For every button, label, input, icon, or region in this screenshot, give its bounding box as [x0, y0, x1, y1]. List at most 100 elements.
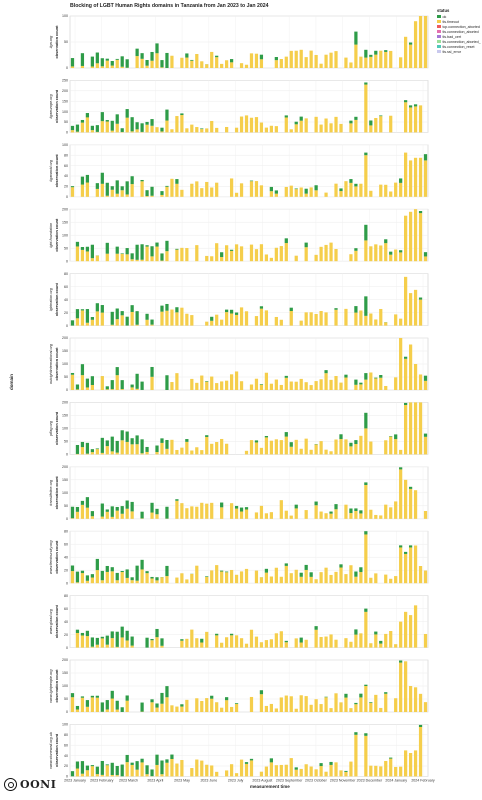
bar-tls-timeout	[130, 184, 134, 197]
bar-tls-timeout	[359, 435, 363, 455]
bar-tls-timeout	[100, 452, 104, 455]
bar-ok	[80, 761, 85, 774]
bar-tls-timeout	[135, 580, 139, 584]
bar-ok	[294, 767, 298, 770]
bar-tls-timeout	[254, 117, 259, 133]
bar-tls-timeout	[289, 50, 293, 68]
bar-ok	[384, 50, 388, 52]
bar-tls-timeout	[279, 500, 283, 519]
bar-ok	[70, 320, 75, 326]
bar-tls-timeout	[105, 121, 109, 133]
bar-tls-timeout	[389, 436, 393, 455]
bar-tls-timeout	[369, 313, 373, 326]
bar-tls-timeout	[329, 634, 333, 648]
facet-domain-label: www.stonewall.org.uk	[49, 731, 53, 769]
bar-tls-timeout	[413, 545, 418, 584]
bar-tls-timeout	[180, 57, 184, 68]
bar-ok	[364, 49, 368, 58]
bar-tls-timeout	[80, 447, 85, 455]
bar-tls-timeout	[349, 62, 353, 68]
bar-tls-timeout	[120, 66, 124, 68]
y-tick-label: 200	[62, 89, 68, 93]
bar-tls-timeout	[105, 60, 109, 68]
bar-tls-timeout	[229, 62, 234, 68]
y-tick-label: 40	[64, 620, 68, 624]
bar-tls-timeout	[70, 697, 75, 712]
bar-tls-timeout	[80, 65, 85, 68]
bar-tls-timeout	[269, 125, 273, 133]
bar-ok	[120, 570, 124, 573]
bar-tls-timeout	[269, 440, 273, 455]
bar-tls-timeout	[249, 629, 254, 648]
bar-ok	[284, 375, 288, 378]
bar-ok	[155, 445, 159, 453]
bar-tls-timeout	[274, 60, 278, 68]
bar-tls-timeout	[195, 245, 199, 262]
bar-tls-timeout	[155, 764, 159, 777]
bar-tls-timeout	[110, 571, 114, 584]
bar-tls-timeout	[394, 182, 398, 197]
bar-ok	[140, 702, 144, 712]
bar-tls-timeout	[70, 66, 75, 68]
bar-tls-timeout	[110, 130, 114, 133]
bar-tls-timeout	[130, 131, 134, 133]
bar-ok	[354, 732, 358, 735]
bar-tls-timeout	[289, 185, 293, 197]
bar-tls-timeout	[75, 246, 80, 262]
facet-y-axis-label: observation count	[55, 540, 59, 574]
bar-tls-timeout	[304, 696, 308, 712]
facet-y-axis-label: observation count	[55, 89, 59, 123]
bar-tls-timeout	[105, 389, 109, 390]
bar-tls-timeout	[130, 764, 134, 777]
bar-tls-timeout	[215, 635, 219, 648]
bar-tls-timeout	[324, 192, 328, 197]
bar-ok	[334, 308, 338, 310]
bar-tls-timeout	[140, 259, 144, 262]
bar-ok	[359, 382, 363, 385]
bar-ok	[349, 179, 353, 183]
bar-ok	[145, 121, 149, 125]
bar-tls-timeout	[294, 50, 298, 68]
bar-tls-timeout	[145, 451, 149, 455]
bar-ok	[70, 372, 75, 375]
bar-ok	[354, 440, 358, 444]
facet-frame	[69, 80, 429, 133]
bar-tls-timeout	[220, 438, 224, 455]
bar-ok	[115, 631, 119, 647]
bar-tls-timeout	[254, 249, 259, 262]
y-tick-label: 100	[62, 233, 68, 237]
bar-tls-timeout	[115, 59, 119, 68]
bar-ok	[423, 433, 428, 437]
bar-tls-timeout	[150, 578, 154, 584]
bar-tls-timeout	[418, 299, 423, 326]
bar-tls-timeout	[294, 439, 298, 455]
facet-domain-label: pflag.org	[49, 420, 53, 437]
bar-ok	[364, 224, 368, 241]
bar-ok	[115, 58, 119, 60]
bar-tls-timeout	[259, 122, 264, 133]
bar-ok	[165, 185, 169, 187]
bar-ok	[105, 440, 109, 447]
bar-ok	[130, 762, 134, 765]
bar-ok	[418, 211, 423, 214]
bar-tls-timeout	[309, 187, 313, 197]
bar-tls-timeout	[229, 374, 234, 390]
x-tick-label: 2023 September	[276, 778, 303, 782]
bar-tls-timeout	[210, 256, 214, 262]
bar-tls-timeout	[413, 750, 418, 777]
bar-tls-timeout	[90, 319, 94, 326]
bar-tls-timeout	[399, 547, 403, 584]
bar-ok	[160, 692, 164, 704]
bar-ok	[135, 565, 139, 581]
bar-ok	[289, 307, 293, 312]
bar-ok	[145, 765, 149, 775]
y-tick-label: 60	[64, 607, 68, 611]
facet-domain-label: translifeline.org	[49, 479, 53, 506]
bar-tls-timeout	[90, 697, 94, 712]
bar-tls-timeout	[294, 189, 298, 197]
bar-ok	[120, 186, 124, 191]
bar-tls-timeout	[90, 516, 94, 519]
bar-tls-timeout	[334, 51, 338, 68]
bar-ok	[100, 172, 104, 184]
